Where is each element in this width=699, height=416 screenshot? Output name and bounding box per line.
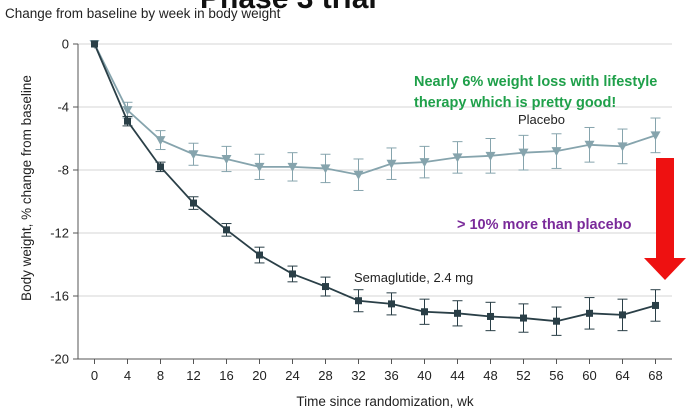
data-point — [353, 170, 364, 180]
data-point — [487, 312, 494, 320]
x-tick-label: 0 — [91, 368, 98, 383]
chart-header: Phase 3 trial — [200, 0, 377, 15]
data-point — [619, 311, 626, 319]
data-point — [254, 162, 265, 172]
data-point — [421, 308, 428, 316]
data-point — [586, 309, 593, 317]
x-tick-label: 44 — [450, 368, 464, 383]
data-point — [155, 136, 166, 146]
data-point — [452, 153, 463, 163]
data-point — [485, 151, 496, 161]
series-line — [93, 43, 656, 176]
x-tick-label: 32 — [351, 368, 365, 383]
chart-title: Change from baseline by week in body wei… — [5, 6, 281, 21]
data-point — [157, 163, 164, 171]
data-point — [454, 309, 461, 317]
red-arrow — [644, 158, 686, 280]
annotation-purple: > 10% more than placebo — [457, 217, 632, 233]
data-point — [355, 297, 362, 305]
x-tick-label: 64 — [615, 368, 629, 383]
y-axis-label: Body weight, % change from baseline — [19, 75, 34, 301]
data-point — [652, 301, 659, 309]
y-axis-ticks: 0 -4 -8 -12 -16 -20 — [50, 37, 78, 367]
series-layer — [89, 40, 661, 336]
x-axis-label: Time since randomization, wk — [296, 394, 474, 409]
red-arrow-head — [644, 258, 686, 280]
data-point — [518, 148, 529, 158]
series-line — [93, 43, 656, 323]
y-tick-label: 0 — [62, 37, 69, 52]
data-point — [91, 40, 98, 48]
data-point — [124, 117, 131, 125]
data-point — [551, 147, 562, 157]
y-tick-label: -12 — [50, 226, 69, 241]
series-1 — [91, 40, 661, 336]
y-tick-label: -20 — [50, 352, 69, 367]
x-tick-label: 68 — [648, 368, 662, 383]
x-tick-label: 20 — [252, 368, 266, 383]
x-tick-label: 52 — [516, 368, 530, 383]
data-point — [289, 270, 296, 278]
annotation-green-line2: therapy which is pretty good! — [414, 95, 616, 111]
data-point — [122, 106, 133, 116]
annotation-green-line1: Nearly 6% weight loss with lifestyle — [414, 74, 657, 90]
data-point — [223, 226, 230, 234]
data-point — [388, 300, 395, 308]
y-tick-label: -4 — [57, 100, 69, 115]
x-axis-ticks: 0 4 8 12 16 20 24 28 32 36 40 44 48 52 56 60 64 68 — [91, 359, 663, 383]
data-point — [617, 142, 628, 152]
y-tick-label: -16 — [50, 289, 69, 304]
y-tick-label: -8 — [57, 163, 69, 178]
x-tick-label: 36 — [384, 368, 398, 383]
x-tick-label: 12 — [186, 368, 200, 383]
x-tick-label: 8 — [157, 368, 164, 383]
data-point — [553, 317, 560, 325]
series-0 — [89, 40, 661, 191]
data-point — [287, 162, 298, 172]
data-point — [650, 131, 661, 141]
red-arrow-shaft — [656, 158, 674, 260]
x-tick-label: 28 — [318, 368, 332, 383]
data-point — [322, 283, 329, 291]
data-point — [419, 158, 430, 168]
data-point — [188, 150, 199, 160]
data-point — [221, 154, 232, 164]
data-point — [386, 159, 397, 169]
x-tick-label: 48 — [483, 368, 497, 383]
x-tick-label: 4 — [124, 368, 131, 383]
x-tick-label: 16 — [219, 368, 233, 383]
x-tick-label: 24 — [285, 368, 299, 383]
series-label-semaglutide: Semaglutide, 2.4 mg — [354, 270, 473, 285]
x-tick-label: 56 — [549, 368, 563, 383]
series-label-placebo: Placebo — [518, 112, 565, 127]
data-point — [584, 140, 595, 150]
data-point — [520, 314, 527, 322]
x-tick-label: 60 — [582, 368, 596, 383]
x-tick-label: 40 — [417, 368, 431, 383]
data-point — [256, 251, 263, 259]
data-point — [190, 199, 197, 207]
data-point — [320, 164, 331, 174]
